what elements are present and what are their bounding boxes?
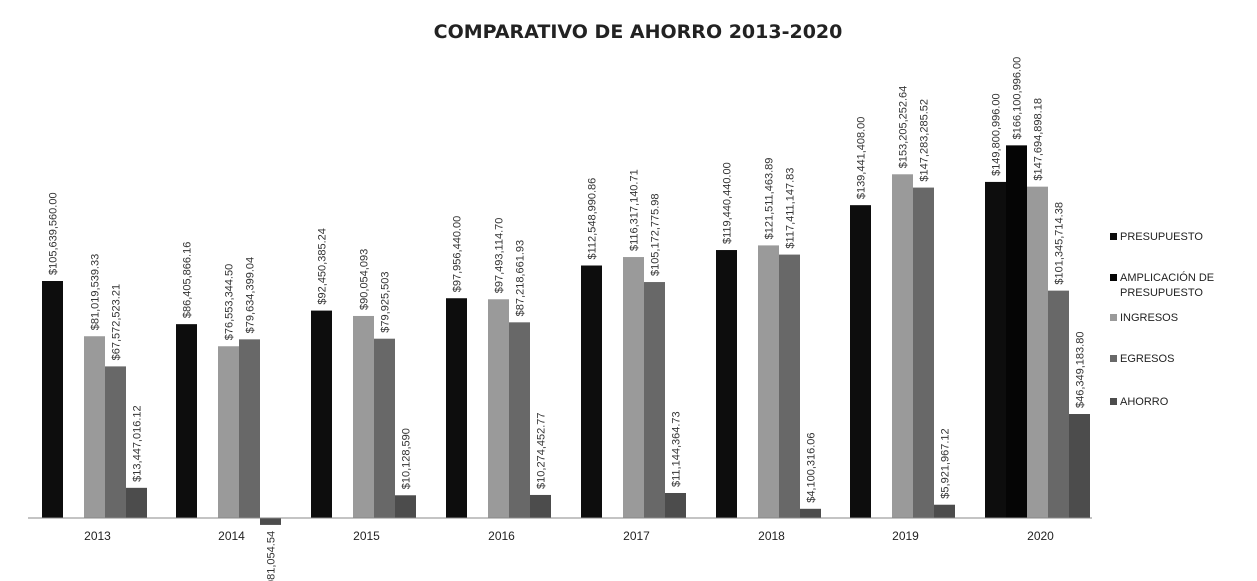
bar-egresos-2016 xyxy=(509,322,530,518)
data-label: $147,694,898.18 xyxy=(1033,98,1045,181)
data-label: $117,411,147.83 xyxy=(785,168,797,249)
legend-swatch-4 xyxy=(1110,398,1117,405)
data-label: $67,572,523.21 xyxy=(111,284,123,360)
plot-area: $105,639,560.00 $81,019,539.33 $67,572,523… xyxy=(28,57,1092,581)
data-label: $86,405,866.16 xyxy=(182,242,194,318)
category-label-2015: 2015 xyxy=(353,529,380,543)
legend-label-4: AHORRO xyxy=(1120,396,1169,408)
legend-label-2: INGRESOS xyxy=(1120,312,1178,324)
data-label: $97,493,114.70 xyxy=(494,218,506,294)
data-label: $81,019,539.33 xyxy=(90,254,102,330)
data-label: $92,450,385.24 xyxy=(317,228,329,304)
data-label: $105,639,560.00 xyxy=(48,192,60,275)
bar-presupuesto-2018 xyxy=(716,250,737,519)
data-label: $90,054,093 xyxy=(359,249,371,310)
category-label-2014: 2014 xyxy=(218,529,245,543)
chart-title: COMPARATIVO DE AHORRO 2013-2020 xyxy=(434,21,843,43)
legend-label-1: AMPLICACIÓN DE PRESUPUESTO xyxy=(1120,271,1214,299)
data-label: $153,205,252.64 xyxy=(898,86,910,169)
bar-ahorro-2013 xyxy=(126,487,147,518)
legend-swatch-0 xyxy=(1110,233,1117,240)
bar-presupuesto-2014 xyxy=(176,324,197,518)
bar-presupuesto-2020 xyxy=(985,181,1006,518)
category-label-2020: 2020 xyxy=(1027,529,1054,543)
data-label: $149,800,996.00 xyxy=(991,93,1003,176)
data-label: $166,100,996.00 xyxy=(1012,57,1024,140)
data-label: $79,634,399.04 xyxy=(245,257,257,333)
bar-ahorro-2016 xyxy=(530,494,551,518)
bar-ingresos-2019 xyxy=(892,174,913,519)
data-label: $5,921,967.12 xyxy=(940,428,952,498)
data-label: $10,274,452.77 xyxy=(536,412,548,488)
data-label: $79,925,503 xyxy=(380,272,392,333)
data-label: $10,128,590 xyxy=(401,428,413,489)
bar-egresos-2013 xyxy=(105,366,126,518)
bar-ahorro-2018 xyxy=(800,508,821,518)
data-label: $119,440,440.00 xyxy=(722,162,734,244)
bar-ingresos-2015 xyxy=(353,315,374,518)
data-label: $112,548,990.86 xyxy=(587,178,599,260)
legend-swatch-3 xyxy=(1110,355,1117,362)
category-label-2018: 2018 xyxy=(758,529,785,543)
bar-ingresos-2016 xyxy=(488,299,509,518)
bar-egresos-2015 xyxy=(374,338,395,518)
legend-label-3: EGRESOS xyxy=(1120,353,1174,365)
bar-presupuesto-2015 xyxy=(311,310,332,518)
legend-swatch-1 xyxy=(1110,274,1117,281)
data-label: $11,144,364.73 xyxy=(671,411,683,487)
bar-ahorro-2015 xyxy=(395,495,416,518)
data-label: $147,283,285.52 xyxy=(919,99,931,182)
bar-ahorro-2017 xyxy=(665,492,686,518)
bar-egresos-2020 xyxy=(1048,290,1069,518)
bar-egresos-2017 xyxy=(644,282,665,518)
data-label: $76,553,344.50 xyxy=(224,264,236,340)
bar-ingresos-2013 xyxy=(84,336,105,518)
data-label: $13,447,016.12 xyxy=(132,405,144,481)
bar-ahorro-2020 xyxy=(1069,414,1090,518)
bar-presupuesto-2017 xyxy=(581,265,602,518)
data-label: $101,345,714.38 xyxy=(1054,202,1066,285)
chart-legend: PRESUPUESTO AMPLICACIÓN DE PRESUPUESTO INGR… xyxy=(1110,231,1214,408)
data-label: $97,956,440.00 xyxy=(452,216,464,292)
data-label: $105,172,775.98 xyxy=(650,193,662,276)
bar-ingresos-2020 xyxy=(1027,186,1048,518)
bar-ingresos-2018 xyxy=(758,245,779,519)
category-label-2013: 2013 xyxy=(84,529,111,543)
data-label: $139,441,408.00 xyxy=(856,117,868,200)
bar-ahorro-2019 xyxy=(934,504,955,518)
legend-label-0: PRESUPUESTO xyxy=(1120,231,1203,243)
bar-amplicaci-n-de-presupuesto-2020 xyxy=(1006,145,1027,518)
data-label: $121,511,463.89 xyxy=(764,158,776,240)
bar-presupuesto-2013 xyxy=(42,281,63,518)
bar-egresos-2014 xyxy=(239,339,260,518)
data-label: $116,317,140.71 xyxy=(629,169,641,251)
data-label: -$3,081,054.54 xyxy=(266,531,278,581)
bar-ingresos-2017 xyxy=(623,257,644,518)
category-label-2019: 2019 xyxy=(892,529,919,543)
bar-presupuesto-2019 xyxy=(850,205,871,518)
bar-egresos-2019 xyxy=(913,187,934,518)
bar-ingresos-2014 xyxy=(218,346,239,518)
bar-ahorro-2014 xyxy=(260,518,281,525)
bar-egresos-2018 xyxy=(779,254,800,518)
data-label: $4,100,316.06 xyxy=(806,432,818,502)
bar-presupuesto-2016 xyxy=(446,298,467,518)
legend-swatch-2 xyxy=(1110,314,1117,321)
data-label: $87,218,661.93 xyxy=(515,240,527,316)
category-label-2017: 2017 xyxy=(623,529,650,543)
category-label-2016: 2016 xyxy=(488,529,515,543)
data-label: $46,349,183.80 xyxy=(1075,332,1087,408)
